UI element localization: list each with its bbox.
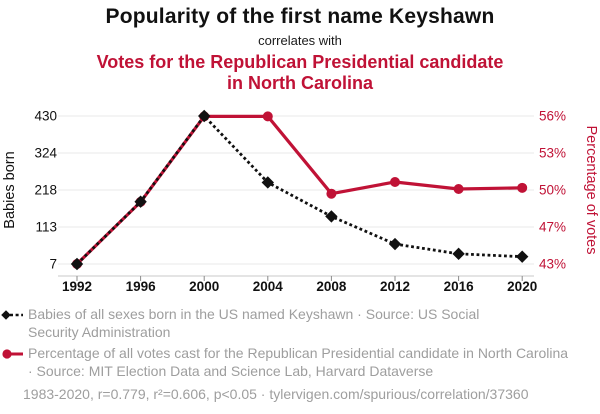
legend-label-babies: Babies of all sexes born in the US named… <box>28 306 480 340</box>
legend-label-votes: Percentage of all votes cast for the Rep… <box>28 345 569 379</box>
svg-text:56%: 56% <box>539 109 566 124</box>
circle-marker-icon <box>2 349 23 359</box>
svg-text:324: 324 <box>34 146 57 161</box>
svg-text:1996: 1996 <box>126 279 157 294</box>
svg-text:2000: 2000 <box>189 279 219 294</box>
svg-text:53%: 53% <box>539 146 566 161</box>
diamond-marker-icon <box>1 310 23 320</box>
svg-text:47%: 47% <box>539 220 566 235</box>
svg-text:7: 7 <box>49 257 57 272</box>
legend-item-votes: Percentage of all votes cast for the Rep… <box>1 344 573 380</box>
svg-text:2008: 2008 <box>316 279 347 294</box>
svg-text:Babies born: Babies born <box>2 151 18 228</box>
chart-area: 7 43% 113 47% 218 50% 324 53% 430 56% 1992 1996 2000… <box>0 98 600 298</box>
svg-text:43%: 43% <box>539 257 566 272</box>
svg-text:50%: 50% <box>539 183 566 198</box>
svg-text:2016: 2016 <box>444 279 475 294</box>
svg-text:2020: 2020 <box>507 279 537 294</box>
correlates-with-label: correlates with <box>258 33 342 48</box>
svg-text:218: 218 <box>34 183 57 198</box>
svg-text:113: 113 <box>35 220 57 235</box>
line-chart: 7 43% 113 47% 218 50% 324 53% 430 56% 1992 1996 2000… <box>2 109 599 295</box>
legend-item-babies: Babies of all sexes born in the US named… <box>1 305 526 341</box>
svg-text:2004: 2004 <box>253 279 284 294</box>
svg-text:1992: 1992 <box>62 279 92 294</box>
page-title: Popularity of the first name Keyshawn <box>105 5 495 28</box>
svg-text:2012: 2012 <box>380 279 410 294</box>
chart-subtitle: Votes for the Republican Presidential ca… <box>96 52 504 94</box>
svg-text:430: 430 <box>34 109 57 124</box>
footer-stats: 1983-2020, r=0.779, r²=0.606, p<0.05 · t… <box>23 386 529 402</box>
svg-text:Percentage of votes: Percentage of votes <box>583 126 599 255</box>
